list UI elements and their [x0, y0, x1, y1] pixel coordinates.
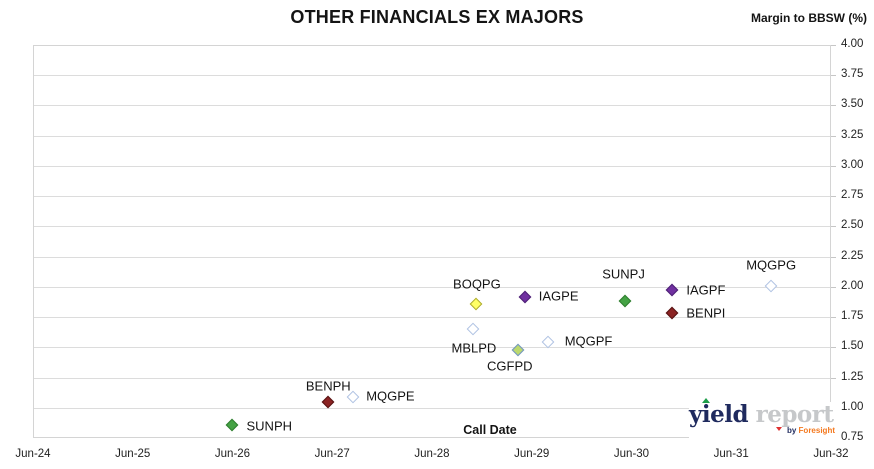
- y-axis-tick: [831, 317, 836, 319]
- data-point-label-mqgpf: MQGPF: [564, 333, 613, 349]
- y-axis-tick-label: 0.75: [841, 431, 864, 443]
- y-axis-tick: [831, 256, 836, 258]
- x-axis-title: Call Date: [463, 423, 517, 437]
- gridline: [34, 226, 830, 228]
- yieldreport-logo: yield report by Foresight: [689, 398, 839, 441]
- y-axis-tick-label: 2.00: [841, 279, 864, 292]
- x-axis-tick-label: Jun-24: [15, 448, 51, 460]
- gridline: [34, 286, 830, 288]
- y-axis-tick: [831, 135, 836, 137]
- y-axis-tick-label: 3.75: [841, 68, 864, 81]
- y-axis-tick-label: 2.50: [841, 219, 864, 232]
- y-axis-tick: [831, 347, 836, 349]
- tagline-by: by: [786, 426, 797, 435]
- chart-title: OTHER FINANCIALS EX MAJORS: [290, 7, 584, 27]
- data-point-label-mqgpe: MQGPE: [366, 388, 415, 404]
- gridline: [34, 196, 830, 198]
- down-triangle-icon: [775, 427, 782, 431]
- y-axis-tick: [831, 75, 836, 77]
- x-axis-tick-label: Jun-27: [314, 448, 350, 460]
- gridline: [34, 135, 830, 137]
- y-axis-tick-label: 3.00: [841, 158, 864, 171]
- data-point-label-iagpf: IAGPF: [686, 282, 726, 298]
- plot-area: [33, 45, 831, 438]
- gridline: [34, 407, 830, 409]
- x-axis-tick-label: Jun-31: [713, 448, 749, 460]
- logo-wordmark: yield report: [689, 398, 839, 428]
- data-point-label-benpi: BENPI: [686, 305, 726, 321]
- y-axis-tick: [831, 226, 836, 228]
- y-axis-tick-label: 1.75: [841, 310, 864, 323]
- data-point-label-iagpe: IAGPE: [538, 288, 579, 304]
- y-axis-tick: [831, 286, 836, 288]
- gridline: [34, 347, 830, 349]
- data-point-label-sunph: SUNPH: [246, 418, 293, 434]
- gridline: [34, 105, 830, 107]
- up-triangle-icon: [702, 398, 710, 403]
- x-axis-tick-label: Jun-25: [115, 448, 151, 460]
- gridline: [34, 75, 830, 77]
- x-axis-tick-label: Jun-26: [214, 448, 251, 460]
- x-axis-tick-label: Jun-29: [514, 448, 550, 460]
- x-axis-tick-label: Jun-32: [813, 448, 849, 460]
- y-axis-tick-label: 4.00: [841, 38, 864, 50]
- y-axis-tick: [831, 45, 836, 46]
- data-point-label-mblpd: MBLPD: [451, 340, 497, 356]
- data-point-label-mqgpg: MQGPG: [746, 257, 797, 273]
- gridline: [34, 317, 830, 319]
- y-axis-tick: [831, 105, 836, 107]
- gridline: [34, 165, 830, 167]
- logo-report-text: report: [755, 401, 834, 428]
- data-point-label-benph: BENPH: [305, 378, 351, 394]
- logo-yield-label: yield: [689, 401, 749, 428]
- y-axis-tick-label: 1.25: [841, 370, 864, 383]
- logo-tagline: by Foresight: [689, 426, 839, 435]
- y-axis-title: Margin to BBSW (%): [751, 11, 867, 25]
- gridline: [34, 256, 830, 258]
- y-axis-tick-label: 1.50: [841, 340, 864, 353]
- y-axis-tick: [831, 377, 836, 379]
- data-point-label-cgfpd: CGFPD: [487, 358, 533, 374]
- y-axis-tick-label: 2.75: [841, 189, 864, 202]
- tagline-brand: Foresight: [798, 426, 835, 435]
- y-axis-tick: [831, 196, 836, 198]
- y-axis-tick-label: 1.00: [841, 400, 864, 413]
- y-axis-tick-label: 3.50: [841, 98, 864, 111]
- x-axis-tick-label: Jun-30: [613, 448, 650, 460]
- y-axis-tick: [831, 165, 836, 167]
- data-point-label-sunpj: SUNPJ: [602, 266, 645, 282]
- x-axis-tick-label: Jun-28: [414, 448, 450, 460]
- logo-yield-text: yield: [689, 398, 756, 428]
- gridline: [34, 377, 830, 379]
- y-axis-tick-label: 2.25: [841, 249, 864, 262]
- data-point-label-boqpg: BOQPG: [453, 276, 501, 292]
- y-axis-tick-label: 3.25: [841, 128, 864, 141]
